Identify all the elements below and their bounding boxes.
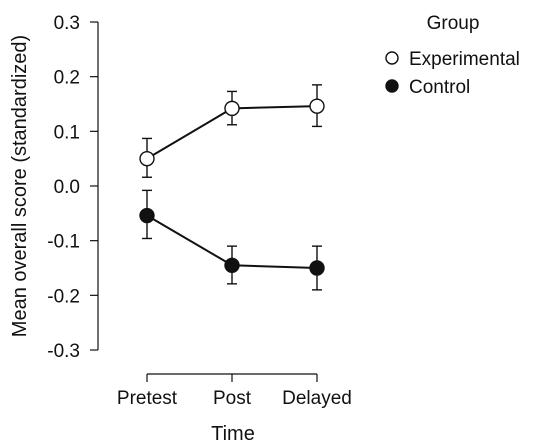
y-tick-label: -0.2 — [47, 286, 80, 307]
y-tick-label: 0.0 — [54, 177, 80, 198]
y-axis-label: Mean overall score (standardized) — [9, 35, 31, 337]
data-point — [309, 260, 325, 276]
x-tick-label: Delayed — [282, 388, 352, 409]
x-tick-label: Pretest — [117, 388, 178, 409]
x-tick-label: Post — [213, 388, 252, 409]
data-point — [139, 207, 155, 224]
data-point — [139, 150, 155, 167]
legend-label: Experimental — [409, 49, 520, 70]
series-control — [139, 189, 325, 291]
data-point — [309, 98, 325, 114]
legend-title: Group — [427, 13, 480, 34]
legend-marker — [385, 79, 399, 93]
y-tick-label: -0.3 — [47, 341, 80, 362]
series-experimental — [139, 84, 325, 178]
data-point — [224, 100, 240, 117]
y-tick-label: 0.3 — [54, 13, 80, 34]
data-point — [224, 257, 240, 273]
legend-label: Control — [409, 77, 470, 98]
legend-marker — [385, 51, 399, 65]
y-tick-label: -0.1 — [47, 232, 80, 253]
y-tick-label: 0.1 — [54, 122, 80, 143]
legend: Experimental Control — [385, 49, 520, 98]
y-tick-label: 0.2 — [54, 68, 80, 89]
x-axis-label: Time — [211, 423, 255, 444]
plot-area: -0.3 -0.2 -0.1 0.0 0.1 0.2 0.3 Pretest Post Delay… — [47, 13, 352, 409]
